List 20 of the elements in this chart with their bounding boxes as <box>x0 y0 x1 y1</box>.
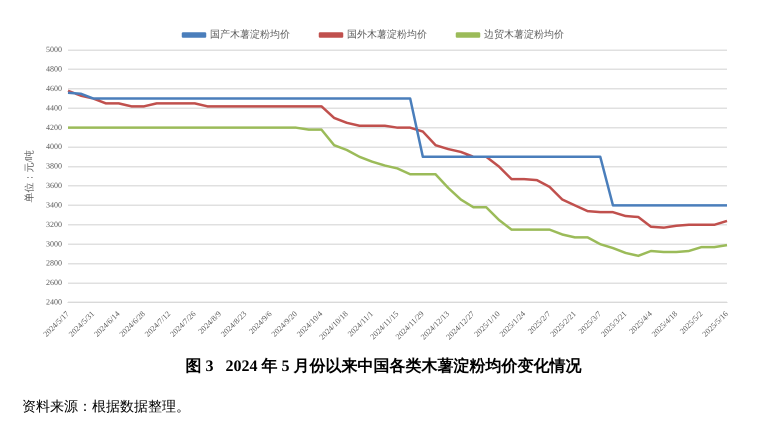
y-tick-label: 4800 <box>46 64 62 74</box>
y-tick-label: 4600 <box>46 84 62 93</box>
y-axis-title: 单位：元/吨 <box>24 150 36 203</box>
y-tick-label: 4200 <box>46 122 62 132</box>
y-tick-label: 5000 <box>46 45 62 54</box>
y-tick-label: 2600 <box>46 278 62 288</box>
y-tick-label: 2800 <box>46 258 62 268</box>
y-tick-label: 3200 <box>46 220 62 229</box>
legend-label: 国产木薯淀粉均价 <box>210 28 290 41</box>
text: 资料来源：根据数据整理。 <box>22 398 190 416</box>
text: 图 3 2024 年 5 月份以来中国各类木薯淀粉均价变化情况 <box>184 356 582 377</box>
y-tick-label: 4000 <box>46 142 62 152</box>
y-tick-label: 3600 <box>46 181 62 190</box>
y-tick-label: 3000 <box>46 239 62 248</box>
legend-label: 边贸木薯淀粉均价 <box>484 28 564 41</box>
y-tick-label: 2400 <box>46 298 62 307</box>
y-tick-label: 3800 <box>46 162 62 171</box>
y-tick-label: 3400 <box>46 200 62 210</box>
legend-label: 国外木薯淀粉均价 <box>347 28 427 41</box>
y-tick-label: 4400 <box>46 103 62 112</box>
